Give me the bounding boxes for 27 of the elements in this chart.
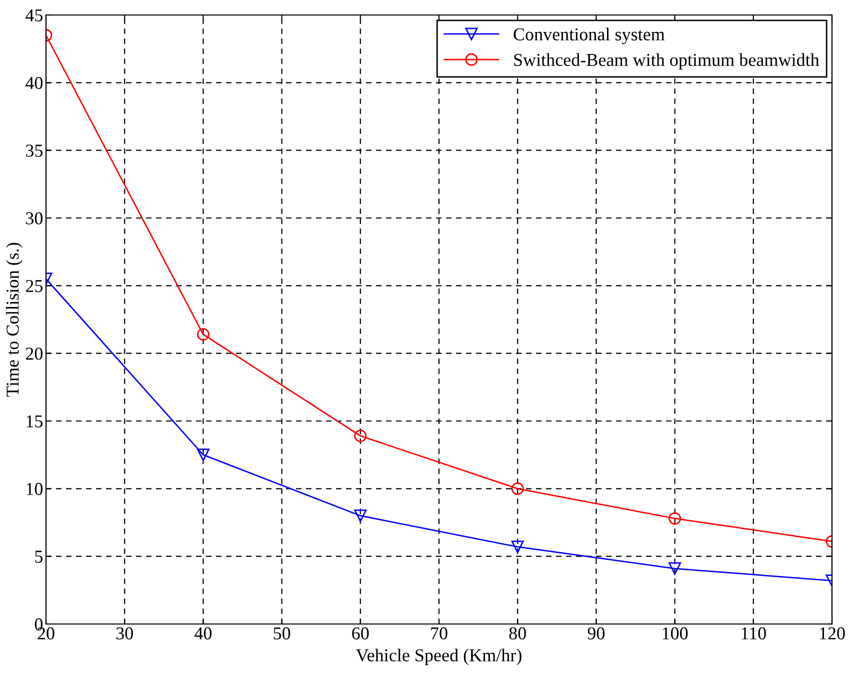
- y-tick-label: 20: [26, 348, 43, 360]
- y-tick-label: 10: [26, 482, 43, 496]
- y-tick-label: 15: [26, 415, 43, 428]
- y-tick-label: 30: [26, 212, 43, 224]
- point: [354, 430, 367, 442]
- y-axis-title: Time to Collision (s.): [6, 242, 22, 397]
- y-tick-label: 45: [26, 9, 43, 22]
- x-axis-title: Vehicle Speed (Km/hr): [356, 648, 522, 666]
- x-tick-label: 50: [274, 627, 290, 640]
- y-tick-label: 35: [26, 144, 43, 157]
- y-tick-label: 5: [35, 550, 43, 563]
- x-tick-label: 120: [820, 627, 845, 640]
- x-tick-label: 60: [352, 627, 369, 640]
- y-tick-label: 25: [26, 280, 43, 292]
- x-tick-label: 30: [116, 627, 133, 640]
- x-tick-label: 110: [742, 627, 766, 640]
- legend-label: Swithced-Beam with optimum beamwidth: [514, 53, 820, 70]
- point: [511, 482, 524, 495]
- x-tick-label: 40: [194, 627, 212, 640]
- x-tick-label: 90: [588, 627, 605, 640]
- legend-label: Conventional system: [514, 28, 665, 44]
- point: [354, 509, 367, 522]
- x-tick-label: 100: [662, 627, 688, 640]
- point: [511, 540, 524, 554]
- y-tick-label: 40: [26, 76, 43, 90]
- x-tick-label: 70: [431, 627, 448, 640]
- x-tick-label: 80: [509, 627, 526, 640]
